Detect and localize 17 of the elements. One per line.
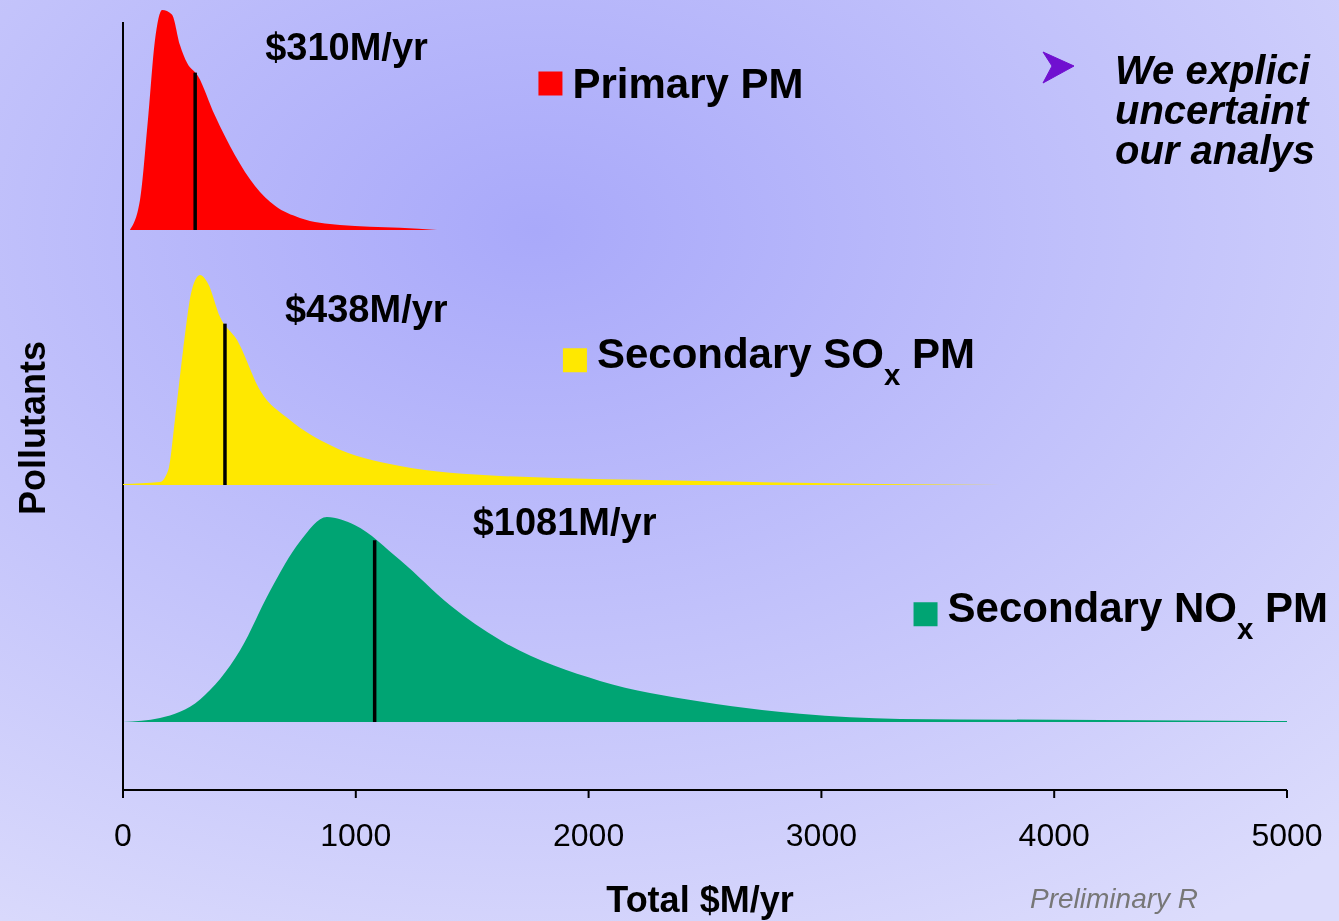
x-tick-label: 0 (114, 817, 132, 853)
annotation: our analys (1115, 128, 1316, 172)
ref-line-label: $1081M/yr (472, 501, 657, 543)
ref-line-label: $438M/yr (284, 288, 448, 330)
legend-label: Primary PM (572, 60, 804, 107)
ref-line-label: $310M/yr (265, 26, 429, 68)
x-tick-label: 1000 (320, 817, 392, 853)
x-tick-label: 4000 (1018, 817, 1090, 853)
annotation: We explici (1115, 48, 1311, 92)
text: Preliminary R (1030, 883, 1199, 914)
y-axis-title: Pollutants (12, 340, 53, 516)
legend-label: Secondary NO$_{x}$ PM (947, 584, 1328, 645)
legend-label: Secondary SO$_{x}$ PM (596, 330, 976, 391)
x-tick-label: 3000 (785, 817, 857, 853)
x-tick-label: 2000 (553, 817, 625, 853)
x-tick-label: 5000 (1251, 817, 1323, 853)
x-axis-title: Total $M/yr (606, 879, 794, 920)
